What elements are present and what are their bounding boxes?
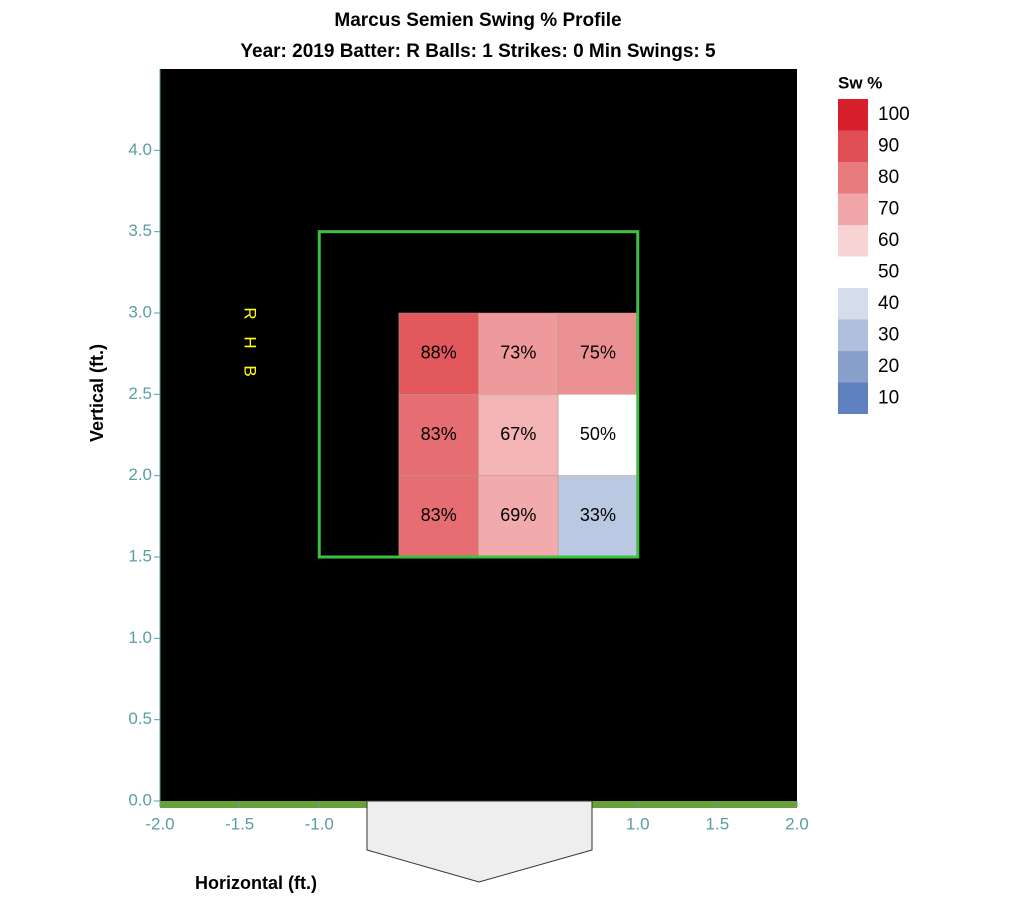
cell-label: 88% (421, 342, 457, 362)
legend-label: 50 (878, 262, 899, 283)
cell-label: 73% (500, 342, 536, 362)
y-tick-label: 1.5 (128, 546, 152, 565)
y-tick-label: 0.5 (128, 709, 152, 728)
x-tick-label: 1.5 (706, 814, 730, 833)
legend-label: 80 (878, 167, 899, 188)
batter-side-label: R H B (241, 307, 260, 382)
cell-label: 83% (421, 424, 457, 444)
heat-cell (478, 475, 559, 558)
legend-label: 10 (878, 388, 899, 409)
x-axis-title: Horizontal (ft.) (195, 873, 317, 893)
y-tick-label: 4.0 (128, 140, 152, 159)
home-plate (366, 800, 593, 883)
x-tick-label: 1.0 (626, 814, 650, 833)
heat-cell (478, 312, 559, 395)
cell-label: 69% (500, 505, 536, 525)
legend-swatch (838, 319, 868, 351)
cell-label: 75% (580, 342, 616, 362)
x-tick-label: -1.5 (225, 814, 254, 833)
legend-label: 100 (878, 104, 910, 125)
legend-swatch (838, 162, 868, 194)
cell-label: 83% (421, 505, 457, 525)
heat-cell (557, 475, 638, 558)
legend-label: 90 (878, 136, 899, 157)
legend-label: 40 (878, 293, 899, 314)
legend-swatch (838, 99, 868, 131)
cell-label: 33% (580, 505, 616, 525)
y-axis-title: Vertical (ft.) (87, 344, 107, 442)
legend-swatch (838, 382, 868, 414)
legend-label: 20 (878, 356, 899, 377)
legend-label: 30 (878, 325, 899, 346)
heat-cell (398, 475, 479, 558)
y-tick-label: 3.0 (128, 302, 152, 321)
x-tick-label: 2.0 (785, 814, 809, 833)
legend-swatch (838, 256, 868, 288)
y-tick-label: 0.0 (128, 790, 152, 809)
legend-label: 60 (878, 230, 899, 251)
y-tick-label: 2.0 (128, 465, 152, 484)
cell-label: 50% (580, 424, 616, 444)
chart-title: Marcus Semien Swing % Profile (334, 10, 621, 31)
y-tick-label: 2.5 (128, 384, 152, 403)
strike-zone (317, 230, 640, 559)
legend-swatch (838, 225, 868, 257)
legend-title: Sw % (838, 73, 882, 92)
x-tick-label: -2.0 (145, 814, 174, 833)
cell-label: 67% (500, 424, 536, 444)
legend-swatch (838, 351, 868, 383)
x-tick-label: -1.0 (305, 814, 334, 833)
heat-cell (557, 312, 638, 395)
legend-swatch (838, 193, 868, 225)
heat-cell (398, 394, 479, 476)
y-tick-label: 1.0 (128, 628, 152, 647)
y-tick-label: 3.5 (128, 221, 152, 240)
heat-cell (557, 394, 638, 476)
legend-swatch (838, 288, 868, 320)
heat-cell (478, 394, 559, 476)
legend-swatch (838, 130, 868, 162)
chart-subtitle: Year: 2019 Batter: R Balls: 1 Strikes: 0… (240, 41, 716, 62)
legend-label: 70 (878, 199, 899, 220)
